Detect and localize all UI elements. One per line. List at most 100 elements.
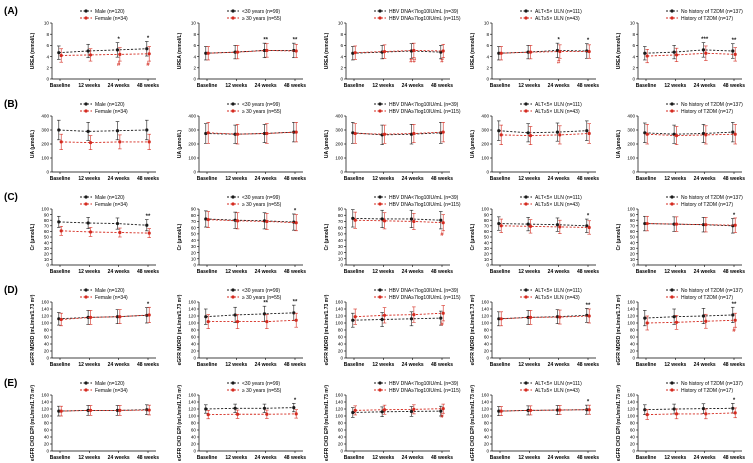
data-point [206,51,210,55]
x-tick-label: 48 weeks [431,455,453,461]
y-tick-label: 0 [46,356,49,361]
y-tick-label: 0 [193,263,196,268]
series-line [58,409,147,412]
legend-label: ALT≥5× ULN (n=43) [535,202,580,208]
y-tick-label: 120 [627,407,635,412]
x-tick-label: 12 weeks [664,269,686,275]
legend-marker [378,388,382,392]
y-tick-label: 50 [484,235,490,240]
y-axis-label: eGFR MDRD (mL/min/1.73 m²) [30,294,36,365]
significance-mark: *** [701,37,709,43]
y-tick-label: 80 [338,213,344,218]
y-tick-label: 60 [44,229,50,234]
y-tick-label: 0 [632,449,635,454]
significance-mark: ## [409,59,416,65]
data-point [558,49,562,54]
data-point [672,132,676,136]
x-tick-label: 24 weeks [548,176,570,182]
data-point [118,315,122,319]
data-point [265,320,269,324]
series-line [355,408,444,411]
legend-marker [231,295,235,299]
significance-mark: * [733,213,736,219]
x-tick-label: Baseline [344,269,365,275]
data-point [147,52,151,56]
data-point [115,48,120,52]
chart-14: ALT<5× ULN (n=111)ALT≥5× ULN (n=43) 01020… [470,195,599,275]
chart-6: Male (n=120)Female (n=34) 0 100 200 300 400 UA… [30,102,159,182]
data-point [733,132,737,136]
legend-marker [231,9,235,13]
data-point [86,221,90,225]
y-tick-label: 80 [484,421,490,426]
data-point [733,223,737,227]
x-tick-label: 12 weeks [225,176,247,182]
y-tick-label: 40 [44,240,50,245]
y-tick-label: 80 [191,421,197,426]
x-tick-label: 24 weeks [548,83,570,89]
significance-mark: * [587,400,590,406]
data-point [643,408,647,412]
y-tick-label: 0 [486,170,489,175]
x-tick-label: 48 weeks [137,269,159,275]
series-line [61,409,150,412]
data-point [59,317,63,322]
y-tick-label: 4 [193,54,196,59]
y-tick-label: 2 [46,66,49,71]
x-tick-label: Baseline [490,176,511,182]
y-tick-label: 100 [41,321,49,326]
y-tick-label: 300 [188,128,196,133]
series-line [498,49,587,54]
y-tick-label: 160 [335,393,343,398]
x-tick-label: 12 weeks [225,269,247,275]
significance-mark: # [440,414,444,420]
y-tick-label: 160 [627,300,635,305]
data-point [262,312,267,316]
x-tick-label: Baseline [636,83,657,89]
y-tick-label: 100 [335,321,343,326]
x-tick-label: 48 weeks [577,176,599,182]
series-line [501,51,590,54]
data-point [382,408,387,412]
series-line [647,223,736,226]
y-tick-label: 60 [484,229,490,234]
y-axis-label: Cr (μmol/L) [30,223,36,250]
series-line [501,225,590,228]
x-tick-label: 24 weeks [108,362,130,368]
y-tick-label: 100 [627,414,635,419]
y-tick-label: 140 [481,307,489,312]
data-point [382,313,387,317]
legend-label: Male (n=120) [95,195,125,201]
series-line [208,413,297,416]
data-point [497,317,501,321]
data-point [497,129,501,133]
data-point [643,51,647,55]
data-point [57,51,61,55]
significance-mark: ** [263,38,268,44]
data-point [382,219,387,223]
x-tick-label: 24 weeks [255,362,277,368]
y-tick-label: 120 [481,314,489,319]
legend-marker [378,288,382,292]
data-point [497,221,501,226]
data-point [380,217,384,221]
data-point [643,316,647,320]
x-tick-label: 24 weeks [108,269,130,275]
legend-label: <30 years (n=99) [242,195,280,201]
y-axis-label: Cr (μmol/L) [177,223,183,250]
series-line [61,314,150,320]
legend-marker [84,202,88,206]
data-point [704,133,708,137]
series-line [355,49,444,54]
y-tick-label: 40 [191,342,197,347]
legend-marker [524,202,528,206]
y-axis-label: eGFR CKD EPI (mL/min/1.73 m²) [177,385,183,461]
x-tick-label: 24 weeks [694,176,716,182]
legend-label: Male (n=120) [95,288,125,294]
legend-label: HBV DNA<7log10IU/mL (n=39) [389,102,459,108]
series-line [355,312,444,318]
significance-mark: * [117,37,120,43]
y-tick-label: 90 [44,212,50,217]
data-point [115,408,120,412]
y-tick-label: 80 [44,328,50,333]
